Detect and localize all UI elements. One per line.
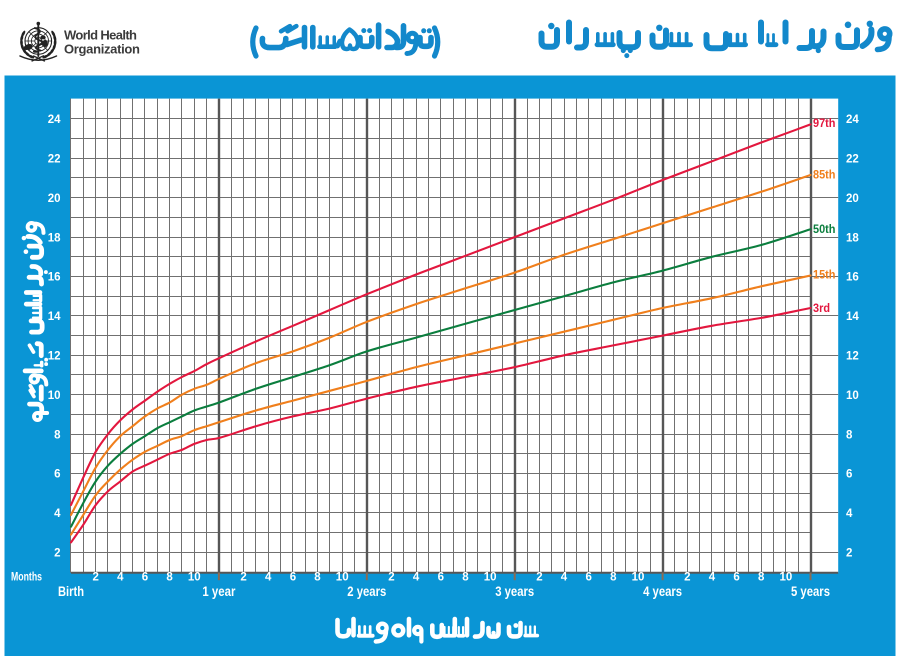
svg-text:10: 10 — [632, 572, 645, 584]
svg-text:16: 16 — [846, 272, 859, 284]
svg-text:8: 8 — [462, 572, 469, 584]
svg-text:Months: Months — [11, 572, 42, 584]
svg-text:10: 10 — [780, 572, 793, 584]
svg-text:1 year: 1 year — [202, 584, 236, 599]
svg-text:15th: 15th — [813, 269, 836, 281]
svg-text:14: 14 — [48, 311, 61, 323]
svg-text:16: 16 — [48, 272, 61, 284]
svg-text:4: 4 — [846, 508, 853, 520]
svg-text:8: 8 — [166, 572, 173, 584]
svg-text:2: 2 — [684, 572, 690, 584]
svg-text:18: 18 — [48, 232, 61, 244]
svg-text:10: 10 — [846, 390, 859, 402]
svg-text:50th: 50th — [813, 224, 836, 236]
svg-text:2: 2 — [92, 572, 98, 584]
svg-text:Organization: Organization — [64, 42, 140, 57]
svg-text:6: 6 — [846, 469, 852, 481]
svg-text:12: 12 — [48, 351, 61, 363]
svg-text:Birth: Birth — [58, 584, 84, 599]
svg-text:5 years: 5 years — [791, 584, 830, 599]
svg-text:6: 6 — [438, 572, 444, 584]
svg-text:2: 2 — [240, 572, 246, 584]
svg-text:4: 4 — [265, 572, 272, 584]
svg-text:10: 10 — [188, 572, 201, 584]
svg-text:6: 6 — [142, 572, 148, 584]
svg-text:10: 10 — [48, 390, 61, 402]
svg-text:3 years: 3 years — [495, 584, 534, 599]
svg-text:4: 4 — [117, 572, 124, 584]
svg-text:22: 22 — [48, 154, 61, 166]
svg-text:4: 4 — [561, 572, 568, 584]
svg-text:85th: 85th — [813, 170, 836, 182]
svg-text:12: 12 — [846, 351, 859, 363]
svg-text:2: 2 — [54, 548, 60, 560]
svg-text:24: 24 — [48, 114, 61, 126]
svg-text:10: 10 — [484, 572, 497, 584]
svg-text:6: 6 — [54, 469, 60, 481]
svg-text:10: 10 — [336, 572, 349, 584]
svg-text:World Health: World Health — [64, 28, 137, 43]
svg-text:6: 6 — [733, 572, 739, 584]
svg-text:4: 4 — [709, 572, 716, 584]
svg-text:8: 8 — [846, 429, 853, 441]
svg-text:3rd: 3rd — [813, 303, 830, 315]
svg-text:97th: 97th — [813, 118, 836, 130]
svg-text:4: 4 — [54, 508, 61, 520]
svg-text:24: 24 — [846, 114, 859, 126]
svg-text:2: 2 — [536, 572, 542, 584]
svg-text:8: 8 — [314, 572, 321, 584]
svg-text:14: 14 — [846, 311, 859, 323]
svg-text:6: 6 — [290, 572, 296, 584]
svg-text:20: 20 — [48, 193, 61, 205]
svg-text:2: 2 — [846, 548, 852, 560]
svg-text:6: 6 — [585, 572, 591, 584]
svg-text:2 years: 2 years — [347, 584, 386, 599]
svg-text:18: 18 — [846, 232, 859, 244]
svg-text:8: 8 — [758, 572, 765, 584]
svg-text:2: 2 — [388, 572, 394, 584]
svg-text:22: 22 — [846, 154, 859, 166]
svg-text:20: 20 — [846, 193, 859, 205]
svg-text:4: 4 — [413, 572, 420, 584]
svg-text:8: 8 — [610, 572, 617, 584]
svg-text:8: 8 — [54, 429, 61, 441]
svg-text:4 years: 4 years — [643, 584, 682, 599]
